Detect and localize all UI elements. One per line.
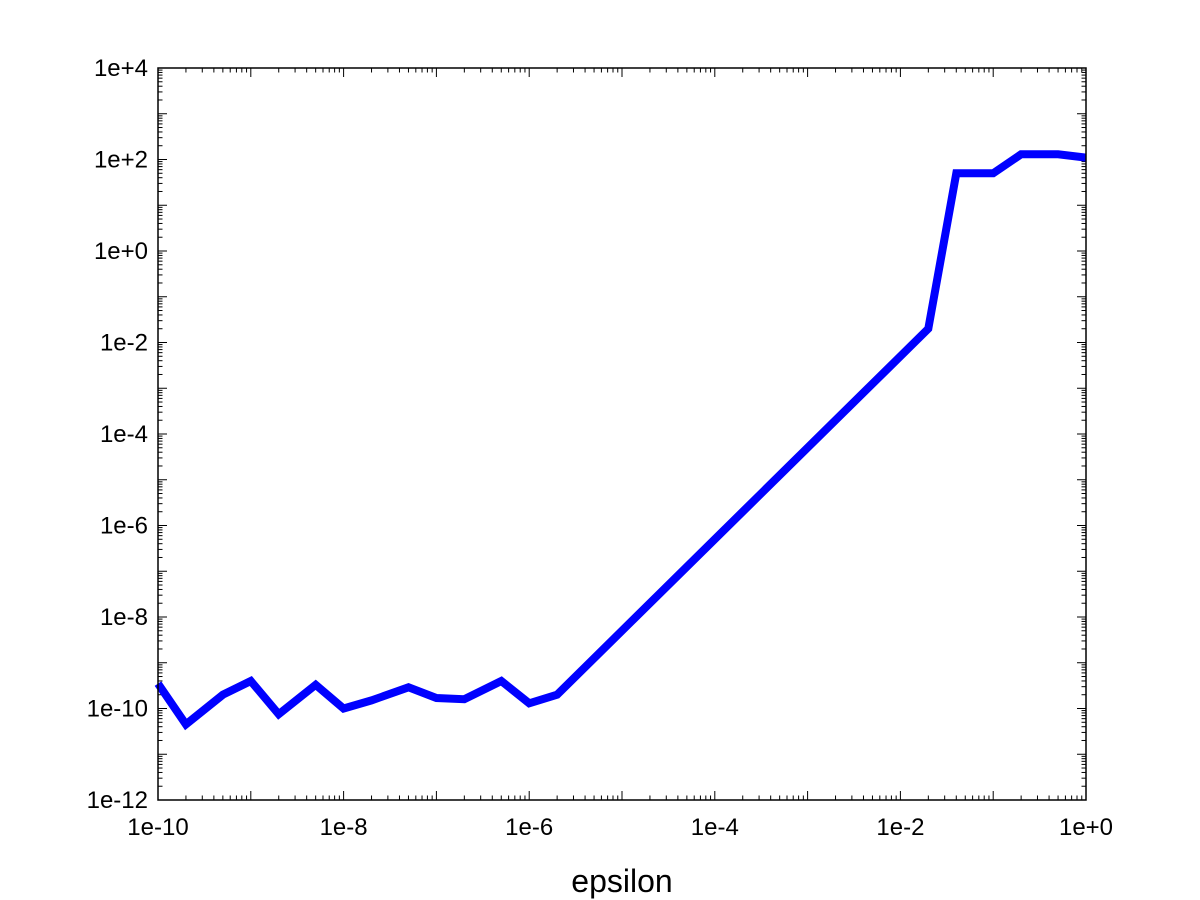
x-tick-label: 1e-6 [505,814,553,841]
x-axis-title: epsilon [571,863,672,899]
x-tick-label: 1e-2 [876,814,924,841]
x-tick-label: 1e-4 [691,814,739,841]
y-tick-label: 1e-4 [100,421,148,448]
x-tick-label: 1e+0 [1059,814,1113,841]
y-tick-label: 1e-8 [100,604,148,631]
y-tick-label: 1e+2 [94,147,148,174]
y-tick-label: 1e-2 [100,330,148,357]
series-layer [154,150,1087,731]
x-tick-label: 1e-10 [127,814,188,841]
y-tick-label: 1e-12 [87,787,148,814]
ticks-layer [157,67,1087,801]
y-tick-label: 1e-10 [87,696,148,723]
y-tick-label: 1e+0 [94,238,148,265]
plot-frame [157,67,1087,801]
labels-layer: 1e-10 1e-8 1e-6 1e-4 1e-2 1e+01e-121e-101e-81… [87,55,1113,841]
y-tick-label: 1e+4 [94,55,148,82]
series-line [154,150,1087,731]
x-tick-label: 1e-8 [320,814,368,841]
y-tick-label: 1e-6 [100,513,148,540]
